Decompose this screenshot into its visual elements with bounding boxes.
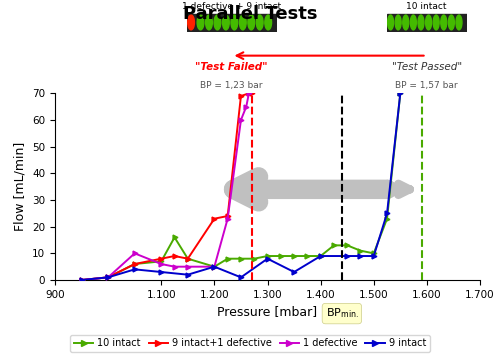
- X-axis label: Pressure [mbar]: Pressure [mbar]: [218, 305, 318, 318]
- Text: BP$_{\rm min.}$: BP$_{\rm min.}$: [326, 307, 358, 321]
- 10 intact: [291, 254, 297, 258]
- Ellipse shape: [448, 15, 454, 30]
- Ellipse shape: [256, 15, 263, 30]
- Text: 1 defective + 9 intact: 1 defective + 9 intact: [182, 2, 281, 11]
- 9 intact+1 defective: [172, 254, 177, 258]
- 1 defective: [158, 262, 164, 266]
- 9 intact: [371, 254, 377, 258]
- 1 defective: [172, 265, 177, 269]
- Ellipse shape: [426, 15, 432, 30]
- 10 intact: [358, 248, 364, 253]
- 1 defective: [238, 118, 244, 122]
- Text: "Test Passed": "Test Passed": [392, 62, 462, 72]
- 9 intact+1 defective: [248, 91, 254, 95]
- 10 intact: [264, 254, 270, 258]
- 9 intact: [344, 254, 350, 258]
- 9 intact: [358, 254, 364, 258]
- 1 defective: [246, 91, 252, 95]
- Ellipse shape: [456, 15, 462, 30]
- 10 intact: [158, 259, 164, 264]
- 9 intact: [185, 272, 191, 277]
- 10 intact: [251, 257, 257, 261]
- 9 intact: [132, 267, 138, 271]
- 10 intact: [344, 243, 350, 247]
- Ellipse shape: [188, 15, 194, 30]
- Text: 10 intact: 10 intact: [406, 2, 447, 11]
- Ellipse shape: [441, 15, 447, 30]
- Text: "Test Failed": "Test Failed": [196, 62, 268, 72]
- Ellipse shape: [214, 15, 221, 30]
- 9 intact+1 defective: [78, 278, 84, 282]
- 9 intact: [398, 91, 404, 95]
- 10 intact: [185, 257, 191, 261]
- 10 intact: [212, 265, 218, 269]
- Ellipse shape: [222, 15, 230, 30]
- 1 defective: [224, 216, 230, 221]
- 10 intact: [238, 257, 244, 261]
- Line: 1 defective: 1 defective: [79, 91, 252, 283]
- Ellipse shape: [231, 15, 237, 30]
- 9 intact+1 defective: [105, 275, 111, 280]
- 9 intact: [384, 211, 390, 215]
- 1 defective: [132, 251, 138, 256]
- 10 intact: [78, 278, 84, 282]
- 10 intact: [224, 257, 230, 261]
- Y-axis label: Flow [mL/min]: Flow [mL/min]: [14, 142, 26, 231]
- 9 intact: [78, 278, 84, 282]
- Ellipse shape: [418, 15, 424, 30]
- 1 defective: [105, 275, 111, 280]
- Ellipse shape: [388, 15, 394, 30]
- 1 defective: [78, 278, 84, 282]
- Line: 9 intact: 9 intact: [79, 91, 402, 283]
- Ellipse shape: [206, 15, 212, 30]
- 9 intact: [291, 270, 297, 274]
- Line: 9 intact+1 defective: 9 intact+1 defective: [79, 91, 254, 283]
- Text: BP = 1,57 bar: BP = 1,57 bar: [395, 81, 458, 90]
- 9 intact+1 defective: [158, 257, 164, 261]
- Ellipse shape: [395, 15, 401, 30]
- Ellipse shape: [403, 15, 409, 30]
- 10 intact: [331, 243, 337, 247]
- 1 defective: [212, 265, 218, 269]
- 10 intact: [132, 262, 138, 266]
- Ellipse shape: [433, 15, 439, 30]
- 9 intact: [318, 254, 324, 258]
- 9 intact: [238, 275, 244, 280]
- 9 intact+1 defective: [212, 216, 218, 221]
- 10 intact: [384, 216, 390, 221]
- 1 defective: [185, 265, 191, 269]
- 9 intact: [212, 265, 218, 269]
- Text: Parallel Tests: Parallel Tests: [183, 5, 318, 23]
- Ellipse shape: [410, 15, 416, 30]
- Ellipse shape: [265, 15, 272, 30]
- Ellipse shape: [240, 15, 246, 30]
- Ellipse shape: [197, 15, 204, 30]
- 9 intact: [264, 257, 270, 261]
- 9 intact+1 defective: [132, 262, 138, 266]
- 10 intact: [304, 254, 310, 258]
- Ellipse shape: [248, 15, 254, 30]
- 1 defective: [243, 104, 249, 109]
- Text: BP = 1,23 bar: BP = 1,23 bar: [200, 81, 263, 90]
- 9 intact+1 defective: [224, 214, 230, 218]
- 9 intact+1 defective: [185, 257, 191, 261]
- 10 intact: [371, 251, 377, 256]
- 10 intact: [318, 254, 324, 258]
- 9 intact: [105, 275, 111, 280]
- 10 intact: [398, 91, 404, 95]
- 10 intact: [278, 254, 284, 258]
- 9 intact+1 defective: [238, 94, 244, 98]
- 9 intact: [158, 270, 164, 274]
- Line: 10 intact: 10 intact: [79, 91, 402, 283]
- 9 intact+1 defective: [246, 91, 252, 95]
- 10 intact: [172, 235, 177, 239]
- 10 intact: [105, 275, 111, 280]
- Legend: 10 intact, 9 intact+1 defective, 1 defective, 9 intact: 10 intact, 9 intact+1 defective, 1 defec…: [70, 335, 430, 352]
